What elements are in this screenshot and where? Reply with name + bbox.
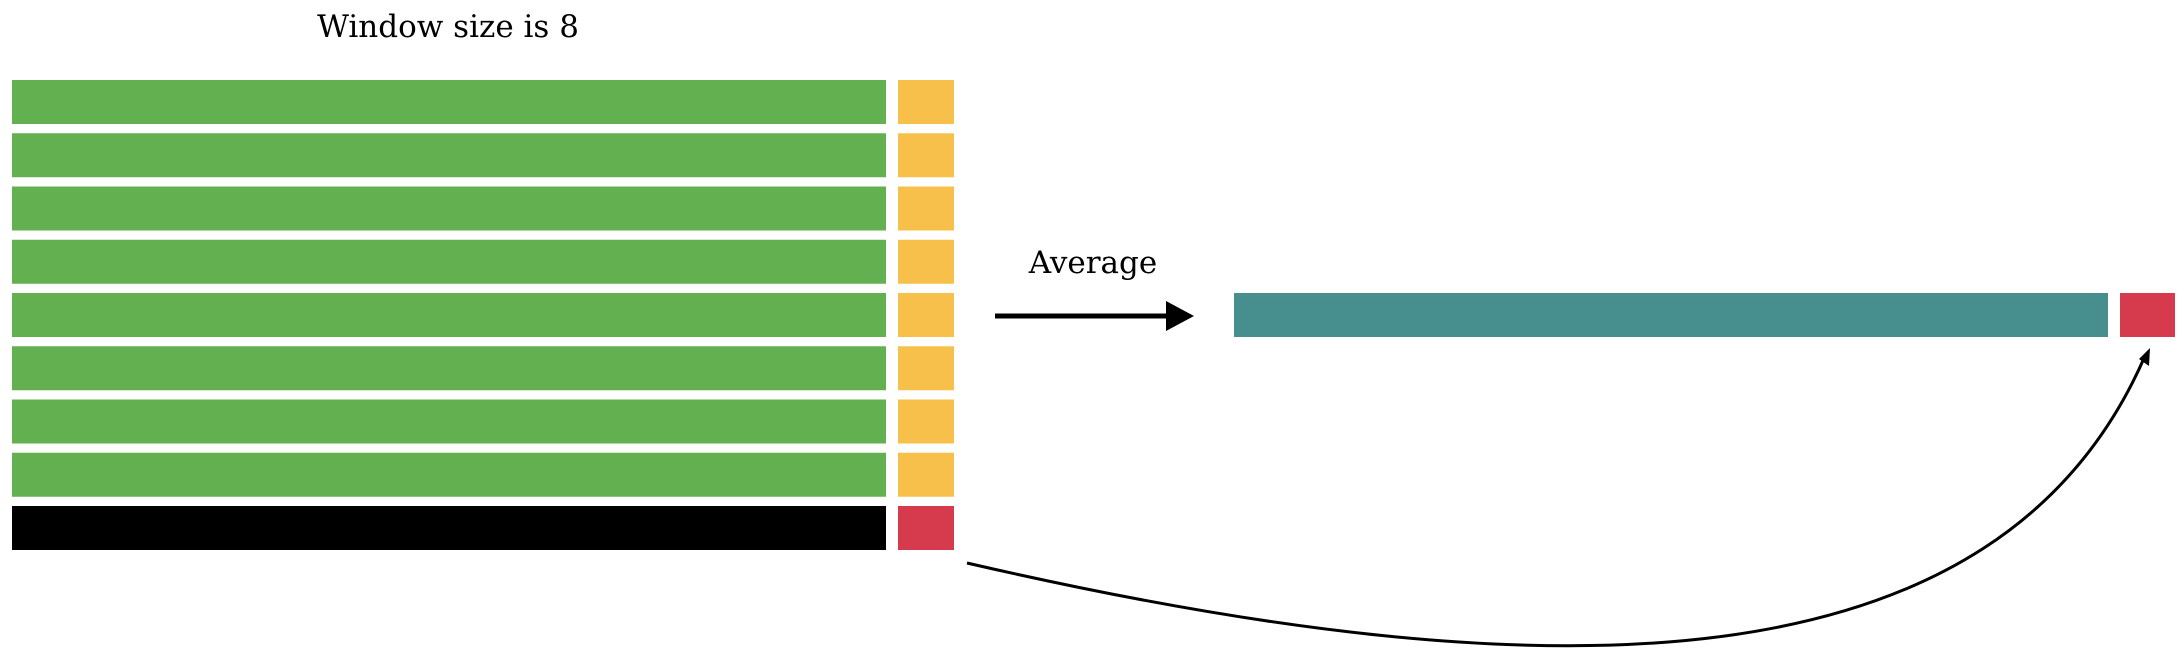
average-arrow-head xyxy=(1166,301,1194,331)
window-row-bar xyxy=(12,346,886,391)
window-row-tag xyxy=(898,80,954,124)
window-row-bar xyxy=(12,186,886,231)
window-size-title: Window size is 8 xyxy=(317,9,579,45)
window-row-tag xyxy=(898,399,954,444)
window-row-tag xyxy=(898,293,954,337)
next-row-bar xyxy=(12,506,886,550)
window-row-bar xyxy=(12,239,886,284)
window-row-bar xyxy=(12,133,886,178)
averaged-row-tag xyxy=(2120,293,2175,337)
curved-arrow xyxy=(966,355,2147,648)
average-label: Average xyxy=(1028,245,1158,281)
window-row-tag xyxy=(898,452,954,497)
window-row-bar xyxy=(12,293,886,337)
window-row-tag xyxy=(898,239,954,284)
window-row-tag xyxy=(898,346,954,391)
next-row-tag xyxy=(898,506,954,550)
averaged-row-bar xyxy=(1234,293,2108,337)
window-row-tag xyxy=(898,133,954,178)
curved-arrow-head xyxy=(2139,348,2150,366)
window-row-bar xyxy=(12,452,886,497)
averaged-output-row xyxy=(1234,293,2175,337)
window-row-bar xyxy=(12,80,886,124)
input-rows xyxy=(12,80,954,550)
window-row-tag xyxy=(898,186,954,231)
window-row-bar xyxy=(12,399,886,444)
